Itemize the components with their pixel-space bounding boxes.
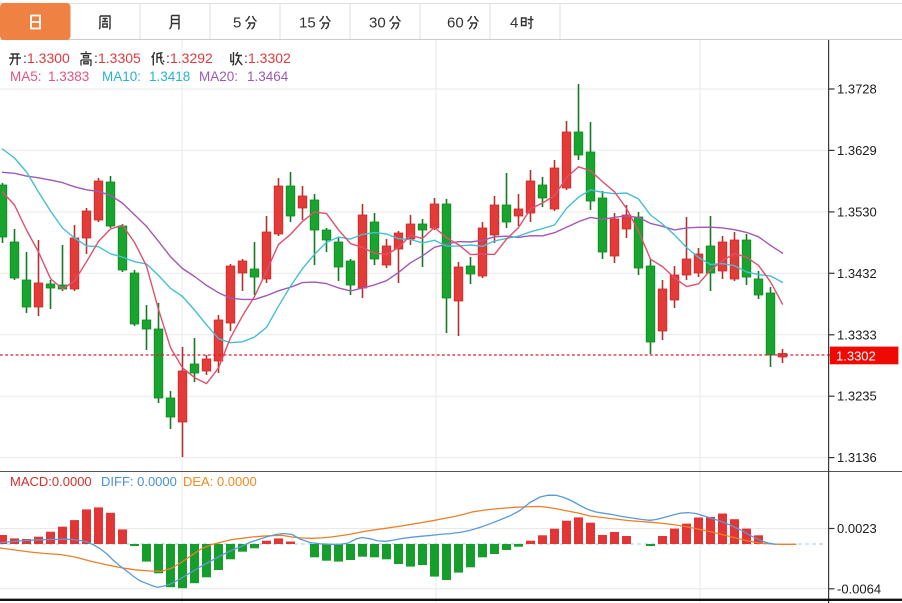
- svg-text:1.3418: 1.3418: [149, 69, 190, 84]
- svg-text:15: 15: [299, 15, 316, 32]
- svg-text:-0.0064: -0.0064: [837, 581, 881, 596]
- svg-text:MA10:: MA10:: [102, 69, 141, 84]
- svg-text:1.3629: 1.3629: [837, 143, 877, 158]
- svg-text:DIFF: 0.0000: DIFF: 0.0000: [101, 474, 177, 489]
- svg-text::: :: [23, 50, 27, 66]
- svg-text:1.3530: 1.3530: [837, 204, 877, 219]
- svg-text:5: 5: [233, 15, 241, 32]
- svg-text:1.3305: 1.3305: [98, 50, 141, 66]
- svg-text:1.3432: 1.3432: [837, 266, 877, 281]
- svg-text:60: 60: [447, 15, 464, 32]
- svg-text:1.3302: 1.3302: [248, 50, 291, 66]
- svg-text:1.3333: 1.3333: [837, 327, 877, 342]
- svg-text:MA20:: MA20:: [199, 69, 238, 84]
- svg-text::: :: [94, 50, 98, 66]
- svg-text::: :: [244, 50, 248, 66]
- svg-text:1.3235: 1.3235: [837, 389, 877, 404]
- svg-text:1.3302: 1.3302: [836, 348, 876, 363]
- svg-text:30: 30: [369, 15, 386, 32]
- svg-text:4: 4: [510, 15, 518, 32]
- svg-text:0.0023: 0.0023: [837, 521, 877, 536]
- svg-text:1.3728: 1.3728: [837, 82, 877, 97]
- svg-text:DEA: 0.0000: DEA: 0.0000: [183, 474, 257, 489]
- svg-text:1.3300: 1.3300: [27, 50, 70, 66]
- svg-text:1.3383: 1.3383: [48, 69, 89, 84]
- svg-text:MA5:: MA5:: [10, 69, 42, 84]
- svg-text:1.3292: 1.3292: [170, 50, 213, 66]
- svg-text:1.3136: 1.3136: [837, 450, 877, 465]
- svg-text:1.3464: 1.3464: [247, 69, 289, 84]
- svg-text:MACD:0.0000: MACD:0.0000: [10, 474, 92, 489]
- svg-text::: :: [166, 50, 170, 66]
